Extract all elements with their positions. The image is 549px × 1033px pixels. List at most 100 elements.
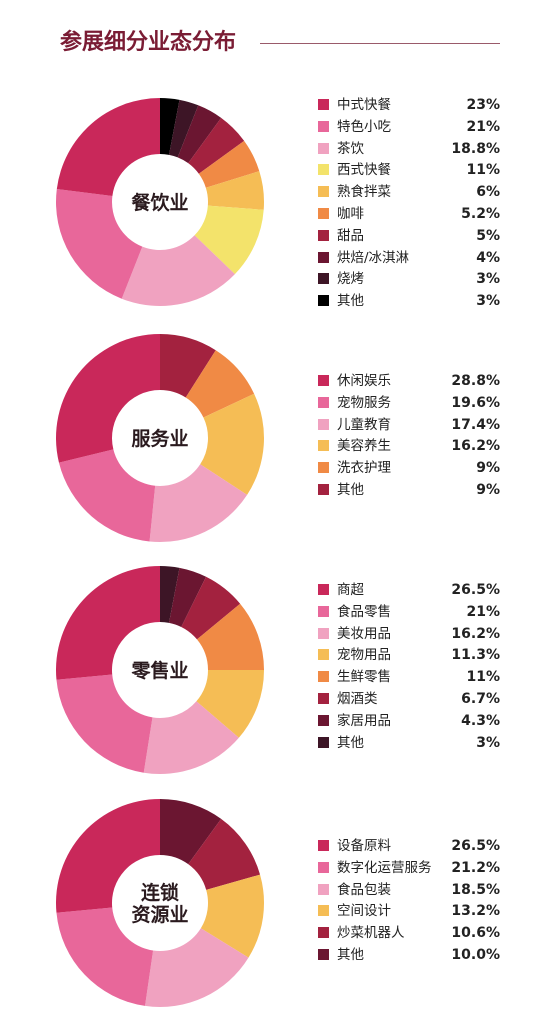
- slice-1: [56, 98, 160, 196]
- legend-value: 23%: [466, 97, 500, 113]
- legend-value: 4.3%: [461, 712, 500, 729]
- legend-swatch: [318, 948, 329, 960]
- legend-label: 数字化运营服务: [337, 859, 432, 876]
- legend-item: 其他 3%: [318, 291, 500, 313]
- legend-item: 商超 26.5%: [318, 580, 500, 602]
- legend-item: 熟食拌菜 6%: [318, 182, 500, 204]
- slice-5: [188, 818, 261, 890]
- legend-swatch: [318, 440, 329, 452]
- legend-item: 食品包装 18.5%: [318, 880, 500, 902]
- legend-item: 宠物用品 11.3%: [318, 645, 500, 667]
- legend-label: 烧烤: [337, 271, 364, 288]
- donut-center-label: 连锁: [141, 881, 179, 904]
- slice-5: [196, 603, 264, 670]
- legend-label: 其他: [337, 481, 364, 498]
- legend-label: 茶饮: [337, 140, 364, 157]
- legend-item: 洗衣护理 9%: [318, 458, 500, 480]
- legend-swatch: [318, 840, 329, 851]
- legend-item: 数字化运营服务 21.2%: [318, 858, 500, 880]
- legend-value: 26.5%: [451, 582, 500, 598]
- legend-item: 中式快餐 23%: [318, 95, 500, 117]
- page-title: 参展细分业态分布: [60, 30, 237, 55]
- slice-2: [56, 188, 143, 299]
- slice-2: [58, 449, 156, 542]
- legend-label: 休闲娱乐: [337, 373, 391, 389]
- legend-label: 中式快餐: [337, 97, 391, 113]
- legend-swatch: [318, 584, 329, 595]
- legend-item: 其他 9%: [318, 480, 500, 502]
- slice-5: [205, 171, 264, 210]
- legend-label: 其他: [337, 946, 364, 963]
- legend-value: 19.6%: [451, 394, 500, 411]
- slice-1: [55, 566, 160, 680]
- slice-9: [168, 99, 199, 158]
- slice-3: [121, 235, 235, 307]
- legend-value: 11%: [466, 162, 500, 179]
- chart-section: 餐饮业 中式快餐 23% 特色小吃 21% 茶饮 18.8% 西式快餐 11% 熟食拌菜 6% 咖啡…: [0, 92, 549, 332]
- legend-swatch: [318, 164, 329, 176]
- legend-value: 17.4%: [451, 416, 500, 433]
- legend-label: 宠物服务: [337, 394, 391, 411]
- legend-label: 西式快餐: [337, 162, 391, 179]
- chart-section: 连锁 资源业 设备原料 26.5% 数字化运营服务 21.2% 食品包装 18.5% 空间设计…: [0, 793, 549, 1033]
- legend-label: 其他: [337, 293, 364, 310]
- legend-swatch: [318, 736, 329, 748]
- legend-label: 其他: [337, 734, 364, 751]
- legend-swatch: [318, 295, 329, 307]
- legend-value: 11.3%: [451, 647, 500, 664]
- slice-2: [56, 907, 154, 1006]
- legend-item: 其他 3%: [318, 733, 500, 755]
- legend-swatch: [318, 692, 329, 704]
- legend: 中式快餐 23% 特色小吃 21% 茶饮 18.8% 西式快餐 11% 熟食拌菜 6% 咖啡 5.2%…: [318, 95, 500, 313]
- slice-10: [160, 98, 180, 155]
- slice-4: [200, 874, 264, 958]
- legend-value: 28.8%: [451, 373, 500, 389]
- legend-item: 生鲜零售 11%: [318, 667, 500, 689]
- legend-value: 3%: [476, 293, 500, 310]
- slice-7: [188, 117, 245, 174]
- legend-value: 9%: [476, 460, 500, 477]
- legend-value: 4%: [476, 249, 500, 266]
- legend-label: 烟酒类: [337, 690, 378, 707]
- legend-item: 美容养生 16.2%: [318, 436, 500, 458]
- chart-section: 零售业 商超 26.5% 食品零售 21% 美妆用品 16.2% 宠物用品 11.3% 生鲜零售…: [0, 560, 549, 800]
- legend-value: 11%: [466, 669, 500, 686]
- slice-8: [160, 566, 180, 623]
- donut-center-label: 零售业: [130, 659, 188, 682]
- legend-swatch: [318, 207, 329, 219]
- legend-value: 10.6%: [451, 925, 500, 942]
- legend-swatch: [318, 714, 329, 726]
- legend-item: 食品零售 21%: [318, 602, 500, 624]
- donut-center-label: 餐饮业: [131, 191, 188, 214]
- legend-value: 18.8%: [451, 140, 500, 157]
- legend-label: 美妆用品: [337, 625, 391, 642]
- slice-8: [177, 105, 222, 164]
- legend-item: 烧烤 3%: [318, 269, 500, 291]
- legend-value: 21.2%: [451, 859, 500, 876]
- donut-svg: 餐饮业: [56, 98, 264, 307]
- slice-6: [181, 576, 241, 640]
- donut-chart: 服务业: [50, 328, 270, 548]
- legend-item: 西式快餐 11%: [318, 160, 500, 182]
- donut-chart: 餐饮业: [50, 92, 270, 312]
- legend-label: 烘焙/冰淇淋: [337, 249, 410, 266]
- donut-chart: 零售业: [50, 560, 270, 780]
- title-divider: [260, 43, 500, 44]
- slice-6: [160, 334, 216, 398]
- legend-value: 9%: [476, 481, 500, 498]
- legend-label: 家居用品: [337, 712, 391, 729]
- legend-item: 咖啡 5.2%: [318, 204, 500, 226]
- legend-label: 宠物用品: [337, 647, 391, 664]
- legend-value: 5.2%: [461, 205, 500, 222]
- legend-swatch: [318, 229, 329, 241]
- donut-center-label: 资源业: [131, 903, 188, 926]
- legend-swatch: [318, 273, 329, 285]
- slice-6: [198, 140, 260, 188]
- legend-item: 休闲娱乐 28.8%: [318, 371, 500, 393]
- slice-3: [145, 928, 249, 1008]
- legend-item: 空间设计 13.2%: [318, 901, 500, 923]
- legend-swatch: [318, 883, 329, 895]
- legend-swatch: [318, 396, 329, 408]
- legend-label: 特色小吃: [337, 118, 391, 135]
